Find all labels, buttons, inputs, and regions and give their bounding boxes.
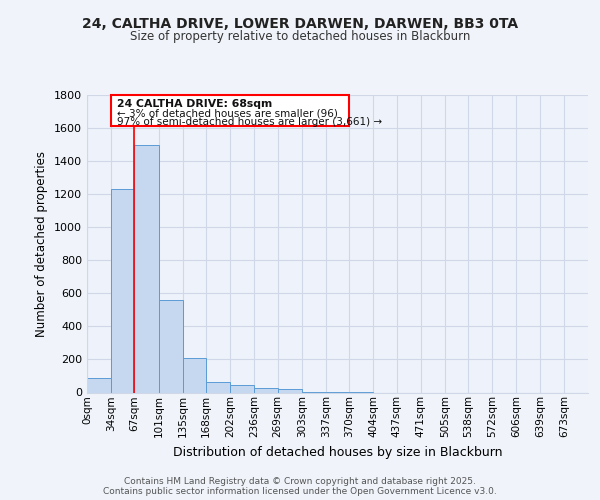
Y-axis label: Number of detached properties: Number of detached properties — [35, 151, 49, 337]
Bar — [230, 385, 254, 392]
Bar — [182, 358, 206, 392]
Bar — [278, 389, 302, 392]
Bar — [111, 189, 134, 392]
Text: 24, CALTHA DRIVE, LOWER DARWEN, DARWEN, BB3 0TA: 24, CALTHA DRIVE, LOWER DARWEN, DARWEN, … — [82, 18, 518, 32]
Bar — [134, 144, 158, 392]
X-axis label: Distribution of detached houses by size in Blackburn: Distribution of detached houses by size … — [173, 446, 502, 458]
Text: 97% of semi-detached houses are larger (3,661) →: 97% of semi-detached houses are larger (… — [117, 117, 382, 127]
FancyBboxPatch shape — [111, 95, 349, 126]
Text: Contains HM Land Registry data © Crown copyright and database right 2025.: Contains HM Land Registry data © Crown c… — [124, 478, 476, 486]
Bar — [254, 388, 278, 392]
Text: Size of property relative to detached houses in Blackburn: Size of property relative to detached ho… — [130, 30, 470, 43]
Bar — [158, 300, 182, 392]
Bar — [206, 382, 230, 392]
Bar — [87, 378, 111, 392]
Text: Contains public sector information licensed under the Open Government Licence v3: Contains public sector information licen… — [103, 488, 497, 496]
Text: ← 3% of detached houses are smaller (96): ← 3% of detached houses are smaller (96) — [117, 108, 338, 118]
Text: 24 CALTHA DRIVE: 68sqm: 24 CALTHA DRIVE: 68sqm — [117, 99, 272, 109]
